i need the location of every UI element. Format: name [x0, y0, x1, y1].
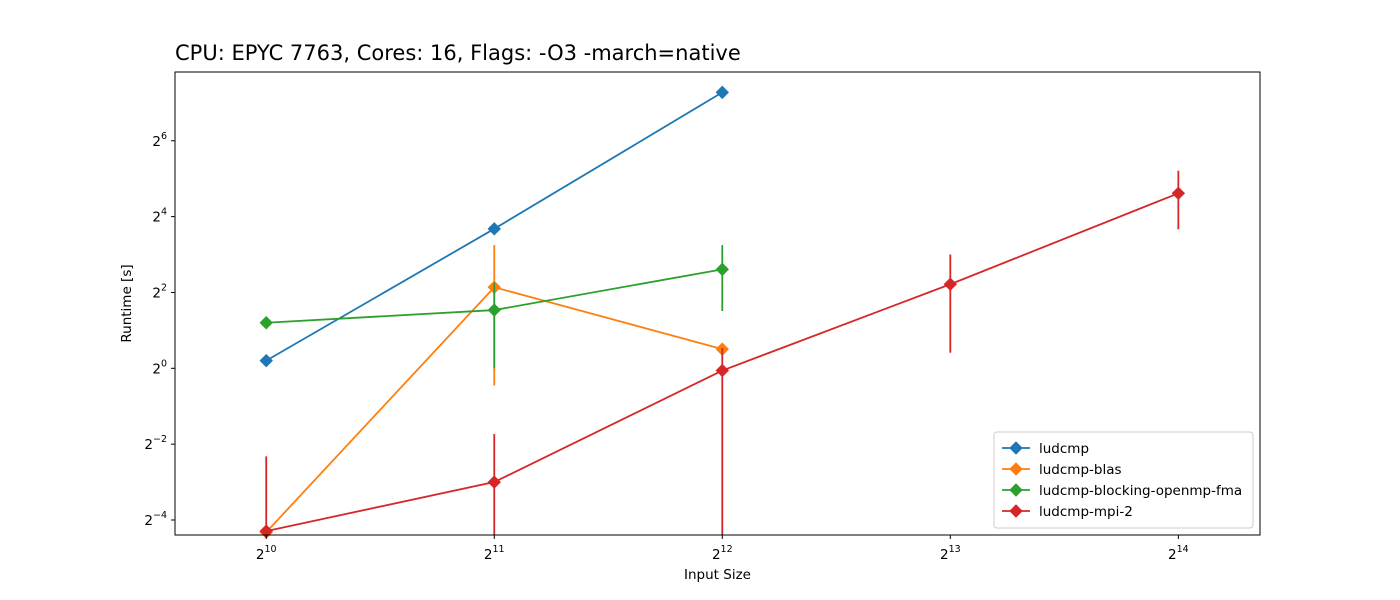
x-tick-label: 210 [256, 544, 277, 563]
legend-label: ludcmp-blas [1039, 462, 1122, 478]
y-axis-ticks: 2−4 2−2 20 22 24 26 [144, 131, 175, 529]
data-point [487, 475, 501, 489]
data-point [715, 262, 729, 277]
data-point [715, 85, 729, 100]
legend-marker [1009, 483, 1023, 497]
legend-item: ludcmp-blocking-openmp-fma [1002, 483, 1242, 499]
legend-label: ludcmp [1039, 441, 1089, 457]
series-layer [259, 85, 1186, 539]
x-tick-label: 214 [1168, 544, 1189, 563]
legend-item: ludcmp-mpi-2 [1002, 504, 1133, 520]
data-point [943, 277, 958, 291]
series-2 [259, 245, 729, 369]
series-3 [259, 170, 1186, 538]
data-point [487, 222, 501, 236]
x-tick-label: 213 [940, 544, 961, 563]
series-0 [259, 85, 729, 368]
y-tick-label: 22 [152, 282, 167, 301]
x-axis-label: Input Size [684, 567, 751, 583]
y-axis-label: Runtime [s] [119, 264, 135, 342]
data-point [487, 303, 501, 317]
chart-title: CPU: EPYC 7763, Cores: 16, Flags: -O3 -m… [175, 41, 741, 65]
plot-frame [174, 71, 1261, 536]
x-tick-label: 211 [484, 544, 505, 563]
legend: ludcmp ludcmp-blas ludcmp-blocking-openmp-… [993, 431, 1254, 529]
data-point [259, 353, 273, 368]
legend-item: ludcmp [1002, 441, 1089, 457]
y-tick-label: 2−4 [144, 510, 167, 529]
legend-marker [1009, 441, 1023, 455]
data-point [715, 363, 729, 378]
data-point [1171, 186, 1186, 201]
legend-label: ludcmp-blocking-openmp-fma [1039, 483, 1242, 499]
legend-box [993, 431, 1254, 529]
legend-item: ludcmp-blas [1002, 462, 1122, 478]
y-tick-label: 26 [152, 131, 167, 150]
y-tick-label: 20 [152, 358, 167, 377]
data-point [259, 316, 273, 330]
legend-marker [1009, 462, 1023, 476]
y-tick-label: 2−2 [144, 434, 167, 453]
legend-marker [1009, 504, 1023, 518]
legend-label: ludcmp-mpi-2 [1039, 504, 1133, 520]
x-axis-ticks: 210 211 212 213 214 [256, 535, 1189, 563]
x-tick-label: 212 [712, 544, 733, 563]
y-tick-label: 24 [152, 207, 167, 226]
